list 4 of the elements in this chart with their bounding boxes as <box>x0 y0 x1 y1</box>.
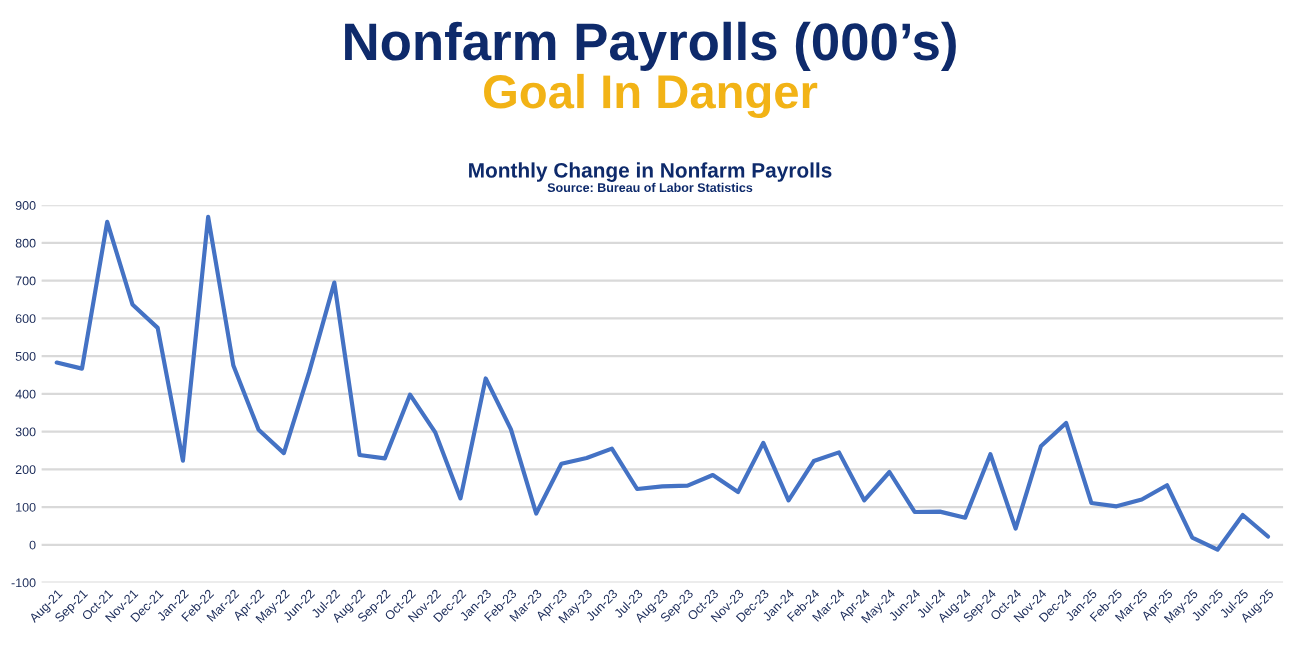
line-series <box>54 214 1271 552</box>
chart-subtitle: Goal In Danger <box>484 73 818 119</box>
chart-title: Nonfarm Payrolls (000’s) <box>345 21 956 71</box>
text: Monthly Change in Nonfarm Payrolls <box>469 162 832 182</box>
